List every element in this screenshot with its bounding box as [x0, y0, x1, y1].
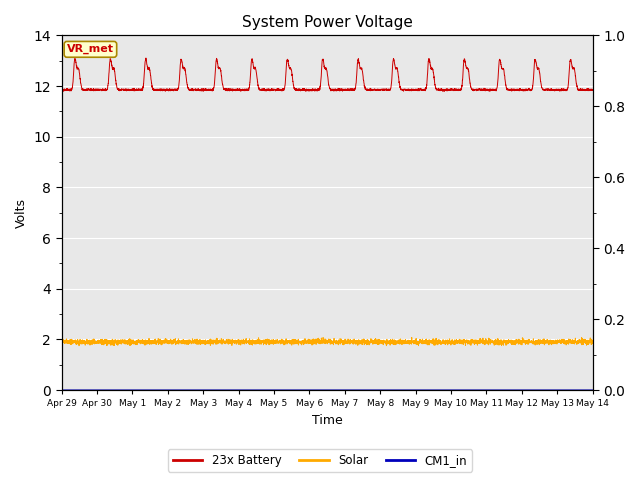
- Solar: [76, 343, 83, 348]
- Solar: [154, 338, 161, 344]
- Legend: 23x Battery, Solar, CM1_in: 23x Battery, Solar, CM1_in: [168, 449, 472, 472]
- Line: 23x Battery: 23x Battery: [61, 58, 593, 91]
- Text: VR_met: VR_met: [67, 44, 114, 54]
- Solar: [408, 335, 415, 340]
- X-axis label: Time: Time: [312, 414, 342, 427]
- Title: System Power Voltage: System Power Voltage: [242, 15, 413, 30]
- Solar: [588, 340, 596, 346]
- CM1_in: [417, 387, 424, 393]
- Solar: [476, 336, 484, 342]
- 23x Battery: [589, 87, 596, 93]
- 23x Battery: [446, 87, 454, 93]
- 23x Battery: [440, 88, 448, 94]
- CM1_in: [476, 387, 484, 393]
- CM1_in: [307, 387, 315, 393]
- 23x Battery: [588, 88, 596, 94]
- Line: Solar: Solar: [61, 337, 593, 346]
- CM1_in: [589, 387, 596, 393]
- 23x Battery: [417, 86, 424, 92]
- 23x Battery: [154, 87, 161, 93]
- Solar: [307, 339, 315, 345]
- Y-axis label: Volts: Volts: [15, 198, 28, 228]
- Solar: [446, 340, 454, 346]
- CM1_in: [588, 387, 596, 393]
- Solar: [589, 337, 596, 343]
- Solar: [417, 336, 424, 342]
- CM1_in: [153, 387, 161, 393]
- 23x Battery: [307, 87, 315, 93]
- 23x Battery: [142, 55, 150, 61]
- CM1_in: [446, 387, 454, 393]
- 23x Battery: [476, 87, 484, 93]
- CM1_in: [58, 387, 65, 393]
- Solar: [58, 338, 65, 344]
- 23x Battery: [58, 86, 65, 92]
